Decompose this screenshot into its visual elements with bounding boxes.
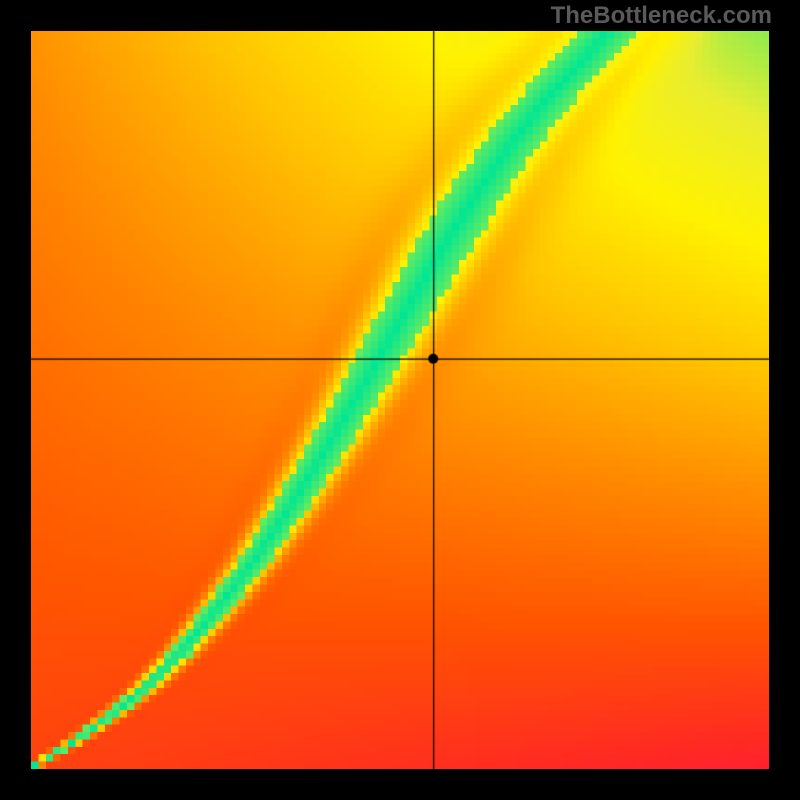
chart-container: TheBottleneck.com	[0, 0, 800, 800]
watermark-label: TheBottleneck.com	[551, 2, 772, 30]
overlay-canvas	[0, 0, 800, 800]
